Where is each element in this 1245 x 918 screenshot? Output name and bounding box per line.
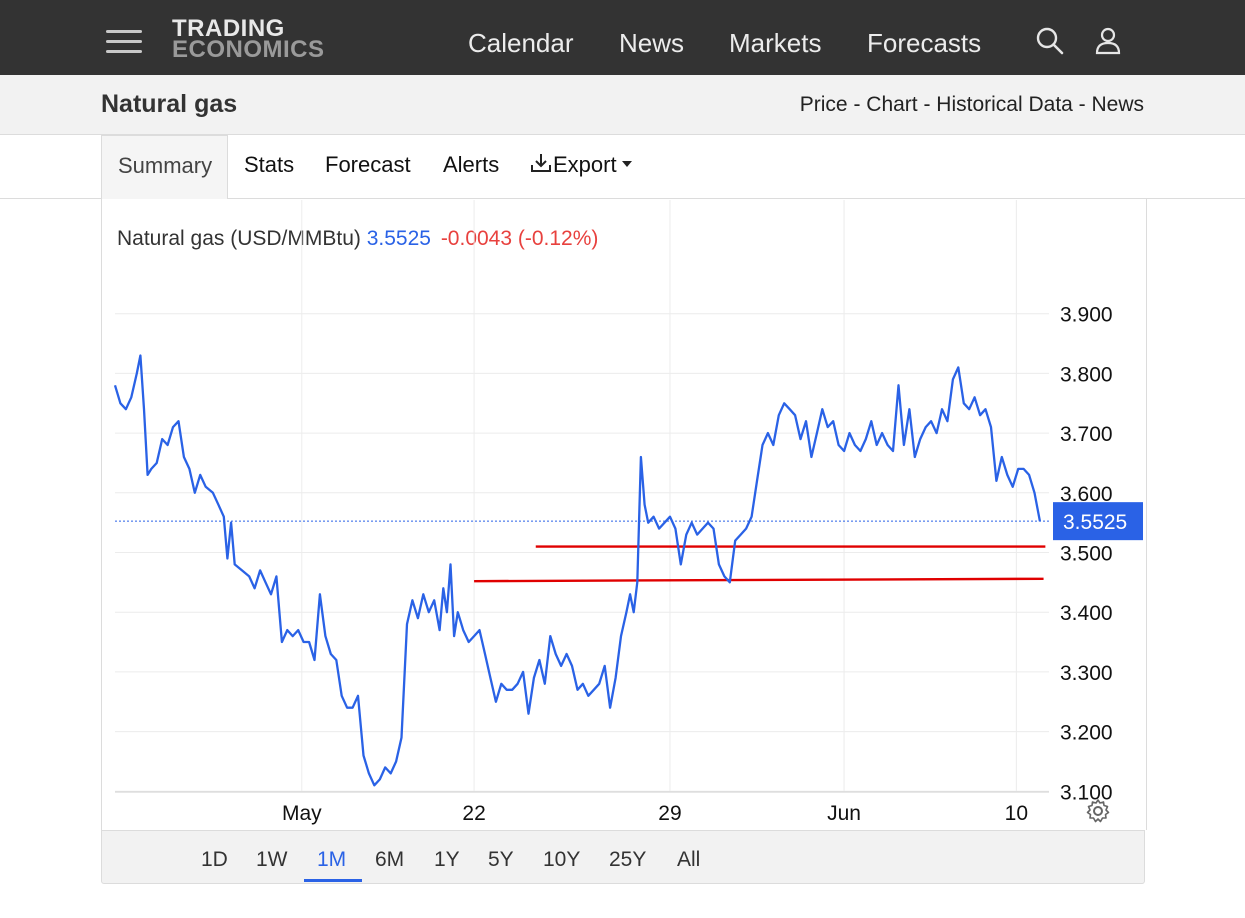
range-10y[interactable]: 10Y bbox=[543, 848, 581, 871]
tab-summary[interactable]: Summary bbox=[101, 135, 228, 199]
legend-series-name: Natural gas (USD/MMBtu) bbox=[117, 227, 361, 250]
range-5y[interactable]: 5Y bbox=[488, 848, 514, 871]
nav-forecasts[interactable]: Forecasts bbox=[867, 28, 982, 58]
range-6m[interactable]: 6M bbox=[375, 848, 405, 871]
subheader bbox=[0, 75, 1245, 135]
logo-line2: ECONOMICS bbox=[172, 36, 325, 63]
range-1m[interactable]: 1M bbox=[317, 848, 347, 871]
range-1y[interactable]: 1Y bbox=[434, 848, 460, 871]
export-button[interactable]: Export bbox=[529, 152, 634, 178]
nav-news[interactable]: News bbox=[619, 28, 685, 58]
nav-markets[interactable]: Markets bbox=[729, 28, 822, 58]
menu-icon[interactable] bbox=[106, 28, 142, 56]
breadcrumb[interactable]: Price - Chart - Historical Data - News bbox=[799, 93, 1144, 116]
caret-down-icon bbox=[621, 161, 632, 167]
chart-legend: Natural gas (USD/MMBtu) 3.5525 -0.0043 (… bbox=[117, 227, 598, 251]
legend-value: 3.5525 bbox=[366, 227, 431, 250]
search-icon[interactable] bbox=[1035, 26, 1065, 56]
legend-change: -0.0043 (-0.12%) bbox=[440, 227, 599, 250]
tabs-bar bbox=[0, 135, 1245, 199]
active-range-indicator bbox=[304, 879, 362, 882]
range-all[interactable]: All bbox=[677, 848, 701, 871]
export-label: Export bbox=[553, 152, 617, 177]
chart-settings-gear-icon[interactable] bbox=[1084, 797, 1112, 825]
tab-forecast[interactable]: Forecast bbox=[325, 152, 411, 177]
logo[interactable]: TRADING ECONOMICS bbox=[172, 15, 325, 63]
range-25y[interactable]: 25Y bbox=[609, 848, 647, 871]
tab-stats[interactable]: Stats bbox=[244, 152, 295, 177]
user-icon[interactable] bbox=[1094, 26, 1124, 56]
nav-calendar[interactable]: Calendar bbox=[468, 28, 574, 58]
download-icon bbox=[531, 154, 551, 172]
range-selector bbox=[101, 830, 1145, 884]
tab-summary-label: Summary bbox=[118, 153, 213, 178]
range-1w[interactable]: 1W bbox=[256, 848, 288, 871]
tab-alerts[interactable]: Alerts bbox=[443, 152, 500, 177]
chart-container bbox=[101, 198, 1147, 830]
page-title: Natural gas bbox=[101, 90, 238, 118]
range-1d[interactable]: 1D bbox=[201, 848, 228, 871]
logo-line1: TRADING bbox=[172, 15, 285, 42]
